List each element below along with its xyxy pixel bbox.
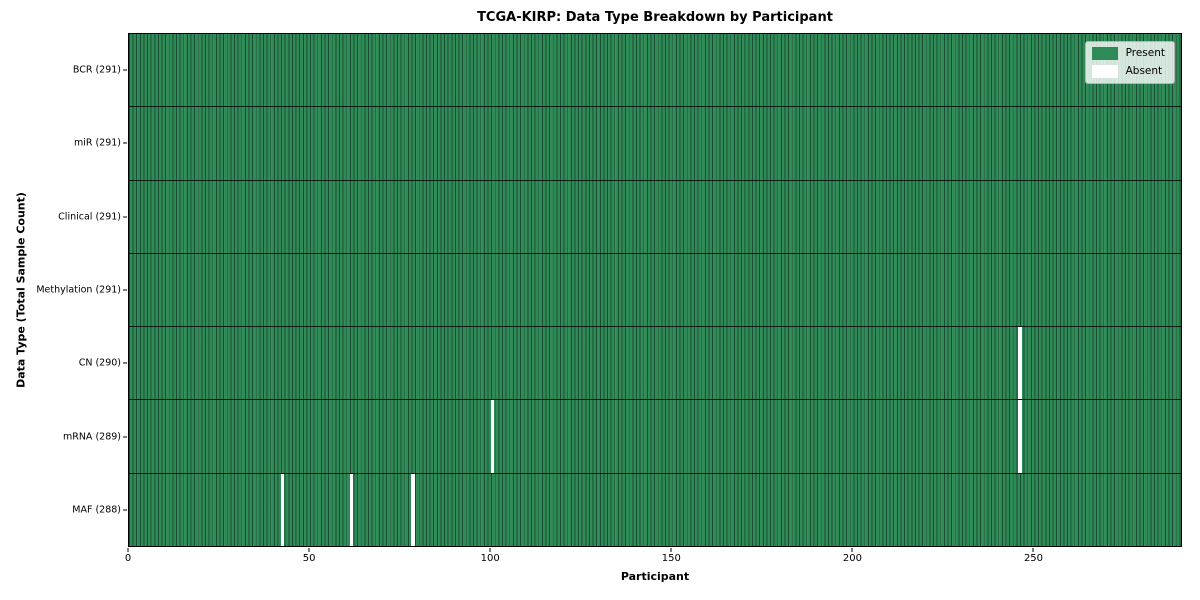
y-tick-mark — [123, 142, 127, 144]
heatmap-row-mrna — [129, 399, 1181, 473]
heatmap-row-maf — [129, 472, 1181, 546]
y-tick-label: miR (291) — [73, 137, 121, 149]
x-tick-mark — [1032, 547, 1034, 552]
absent-swatch-icon — [1091, 65, 1118, 78]
x-tick-mark — [308, 547, 310, 552]
x-tick-label: 100 — [480, 553, 500, 564]
legend-label-present: Present — [1125, 47, 1165, 59]
y-tick-label: CN (290) — [78, 357, 121, 369]
x-tick-label: 250 — [1023, 553, 1044, 564]
heatmap-row-clinical — [129, 179, 1181, 253]
x-tick-label: 0 — [124, 553, 132, 564]
absent-cell — [280, 473, 285, 546]
y-tick-label: BCR (291) — [72, 64, 121, 76]
x-tick-label: 150 — [661, 553, 681, 564]
y-tick-label: mRNA (289) — [62, 431, 121, 443]
absent-cell — [1018, 400, 1022, 473]
absent-cell — [410, 473, 415, 546]
legend-item-present: Present — [1091, 47, 1165, 60]
legend-item-absent: Absent — [1091, 65, 1165, 78]
y-tick-label: Clinical (291) — [58, 211, 121, 223]
y-tick-mark — [123, 436, 127, 438]
absent-cell — [349, 473, 354, 546]
chart-title: TCGA-KIRP: Data Type Breakdown by Partic… — [477, 10, 833, 25]
y-tick-mark — [123, 362, 127, 364]
y-tick-label: MAF (288) — [72, 504, 121, 516]
x-axis-ticks: 0 50 100 150 200 250 — [124, 547, 1182, 577]
y-axis-tick-labels: BCR (291) miR (291) Clinical (291) Methylat… — [0, 33, 121, 547]
absent-cell — [1018, 327, 1022, 400]
legend: Present Absent — [1084, 41, 1175, 84]
present-swatch-icon — [1091, 47, 1118, 60]
heatmap-row-bcr — [129, 34, 1181, 106]
plot-area: Present Absent — [128, 33, 1182, 547]
y-tick-mark — [123, 509, 127, 511]
x-tick-mark — [127, 547, 129, 552]
y-tick-mark — [123, 69, 127, 71]
y-tick-label: Methylation (291) — [36, 284, 121, 296]
x-tick-label: 200 — [842, 553, 862, 564]
x-axis-title: Participant — [620, 570, 690, 583]
x-tick-mark — [851, 547, 853, 552]
absent-cell — [490, 400, 495, 473]
heatmap-rows — [129, 34, 1181, 546]
legend-label-absent: Absent — [1125, 65, 1163, 77]
y-tick-mark — [123, 289, 127, 291]
heatmap-row-mir — [129, 106, 1181, 179]
heatmap-row-cn — [129, 326, 1181, 400]
heatmap-row-methylation — [129, 252, 1181, 326]
x-tick-mark — [670, 547, 672, 552]
y-tick-mark — [123, 216, 127, 218]
x-tick-mark — [489, 547, 491, 552]
x-tick-label: 50 — [302, 553, 316, 564]
